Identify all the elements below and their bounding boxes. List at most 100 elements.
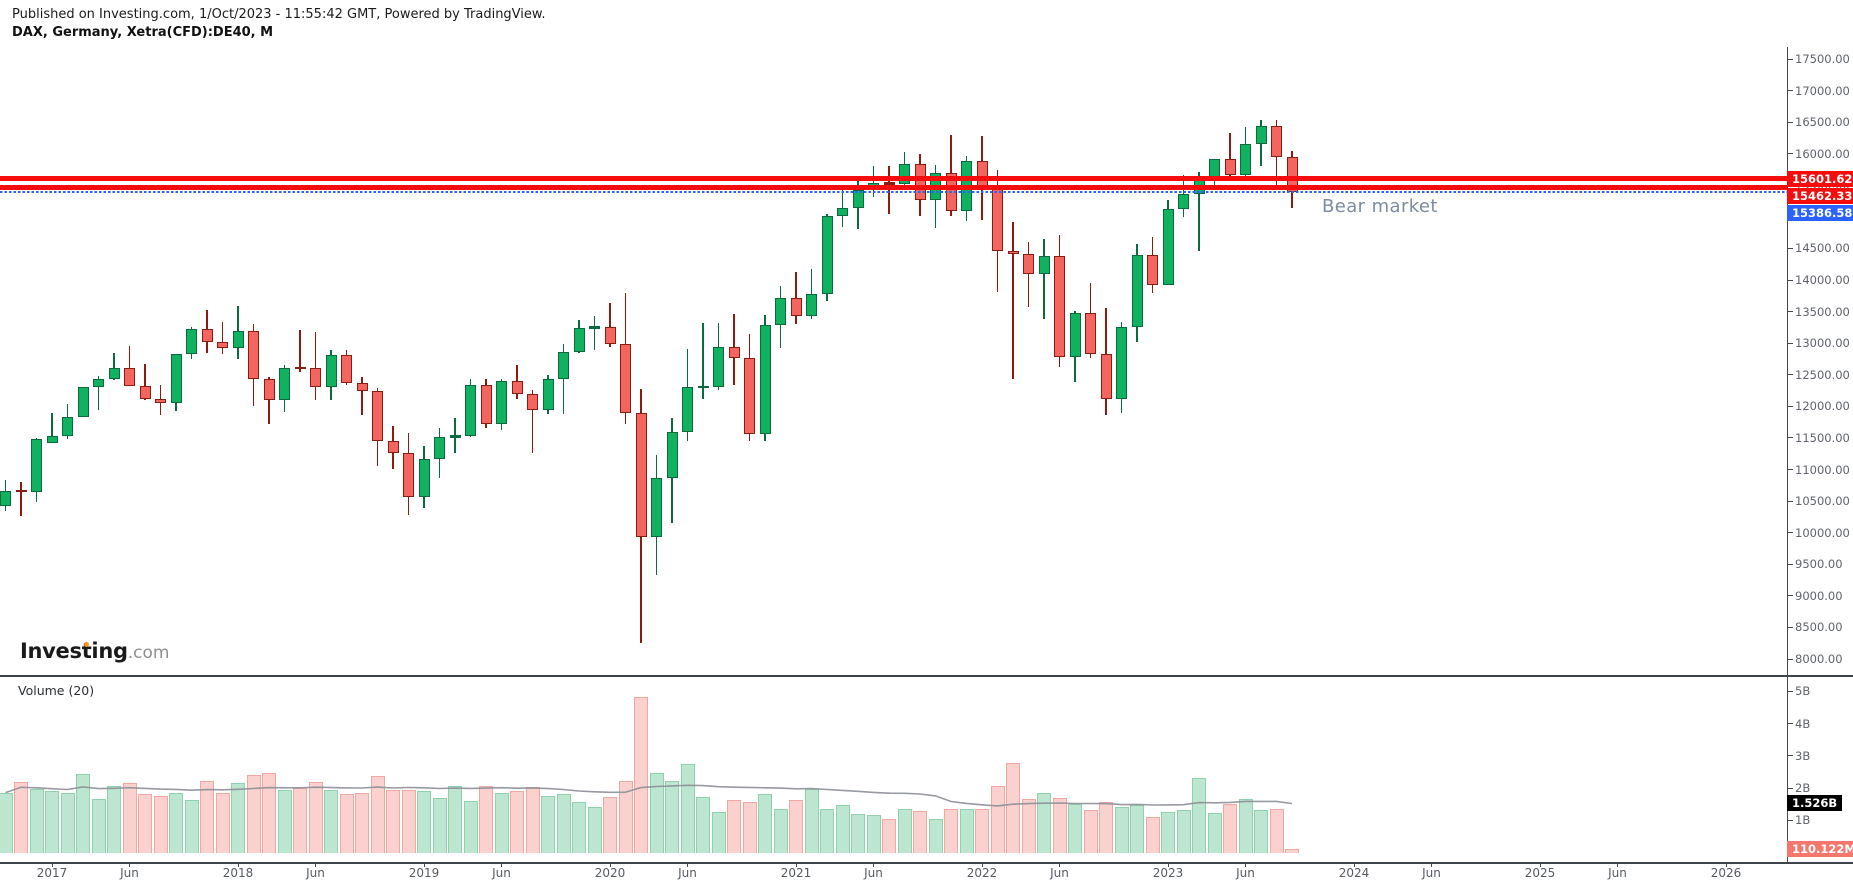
price-tick-label: 11500.00 xyxy=(1795,430,1850,445)
bear-market-label[interactable]: Bear market xyxy=(1322,196,1438,217)
volume-tick-label: 3B xyxy=(1795,748,1811,763)
volume-bar xyxy=(1176,810,1191,853)
volume-bar xyxy=(91,799,106,853)
price-tick-label: 8500.00 xyxy=(1795,620,1843,635)
time-tick-label: 2025 xyxy=(1524,866,1556,880)
candle-body xyxy=(542,379,554,411)
last-price-line xyxy=(0,191,1787,194)
price-tick xyxy=(1787,311,1793,313)
pane-separator xyxy=(0,675,1853,677)
price-tick xyxy=(1787,405,1793,407)
candle-body xyxy=(775,297,786,325)
candle-wick xyxy=(128,346,131,387)
volume-tick xyxy=(1787,723,1793,724)
candle-body xyxy=(1271,125,1282,158)
candle-body xyxy=(279,367,290,401)
price-tick xyxy=(1787,374,1793,376)
candle-body xyxy=(232,331,244,349)
candle-wick xyxy=(609,302,611,348)
volume-bar xyxy=(1052,797,1067,853)
candle-body xyxy=(759,324,771,435)
price-tick xyxy=(1787,469,1793,471)
candle-body xyxy=(1085,312,1096,354)
candle-wick xyxy=(531,390,534,453)
volume-pane[interactable] xyxy=(0,676,1787,863)
candle-body xyxy=(1100,353,1112,400)
candle-wick xyxy=(113,353,115,380)
volume-bar xyxy=(231,782,245,853)
candle-wick xyxy=(221,321,224,355)
volume-bar xyxy=(1238,798,1253,853)
volume-bar xyxy=(866,815,881,853)
candle-body xyxy=(465,384,476,437)
volume-bar xyxy=(215,792,230,853)
volume-bar xyxy=(324,790,338,853)
candle-body xyxy=(790,297,802,316)
volume-bar xyxy=(169,792,183,853)
volume-bar xyxy=(262,773,276,853)
time-tick-label: Jun xyxy=(306,866,325,880)
candle-wick xyxy=(593,316,596,351)
candle-body xyxy=(201,328,213,342)
volume-bar xyxy=(773,808,788,853)
volume-bar xyxy=(1285,849,1299,853)
candle-body xyxy=(480,384,492,424)
candle-wick xyxy=(1012,221,1014,379)
candle-body xyxy=(1224,158,1236,175)
candle-body xyxy=(387,441,399,454)
time-tick xyxy=(501,863,502,867)
volume-bar xyxy=(603,797,617,853)
candle-body xyxy=(697,385,709,388)
candle-wick xyxy=(20,481,22,517)
time-tick-label: 2018 xyxy=(222,866,254,880)
volume-bar xyxy=(944,809,958,853)
volume-bar xyxy=(1161,812,1175,853)
resistance-line-lower[interactable] xyxy=(0,185,1787,191)
volume-bar xyxy=(60,792,75,853)
candle-body xyxy=(1023,253,1034,274)
volume-bar xyxy=(913,811,927,853)
time-tick-label: 2023 xyxy=(1152,866,1184,880)
candle-wick xyxy=(1027,241,1030,308)
volume-tick-label: 1B xyxy=(1795,813,1811,828)
time-tick xyxy=(237,863,239,867)
time-tick-label: Jun xyxy=(864,866,883,880)
volume-bar xyxy=(246,775,261,853)
candle-body xyxy=(248,331,259,379)
volume-bar xyxy=(789,800,803,853)
candle-wick xyxy=(51,413,53,444)
candle-body xyxy=(914,164,926,201)
volume-bar xyxy=(587,807,602,853)
candle-body xyxy=(558,351,569,380)
volume-tick xyxy=(1787,690,1793,692)
volume-bar xyxy=(758,793,772,853)
time-tick xyxy=(795,863,797,867)
price-tick xyxy=(1787,595,1793,597)
volume-bar xyxy=(339,794,354,853)
volume-bar xyxy=(711,812,726,853)
candle-body xyxy=(666,432,678,479)
candle-body xyxy=(1007,250,1019,254)
time-axis-border xyxy=(0,862,1853,864)
volume-bar xyxy=(1021,799,1036,853)
volume-bar xyxy=(1223,803,1237,853)
price-label-resistance-upper: 15601.62 xyxy=(1787,170,1853,187)
candle-body xyxy=(713,346,724,387)
candle-body xyxy=(170,354,182,403)
price-tick-label: 16000.00 xyxy=(1795,146,1850,161)
candle-body xyxy=(31,439,42,493)
candle-body xyxy=(449,435,461,438)
resistance-line-upper[interactable] xyxy=(0,176,1787,182)
price-tick-label: 16500.00 xyxy=(1795,115,1850,130)
volume-bar xyxy=(200,780,214,853)
candle-body xyxy=(356,383,368,391)
time-tick-label: 2021 xyxy=(780,866,812,880)
volume-tick-label: 5B xyxy=(1795,684,1811,699)
candle-body xyxy=(139,385,151,399)
volume-bar xyxy=(804,788,819,853)
published-line: Published on Investing.com, 1/Oct/2023 -… xyxy=(12,7,546,22)
price-pane[interactable] xyxy=(0,47,1787,676)
price-label-last: 15386.58 xyxy=(1787,204,1853,221)
volume-bar xyxy=(541,795,555,853)
